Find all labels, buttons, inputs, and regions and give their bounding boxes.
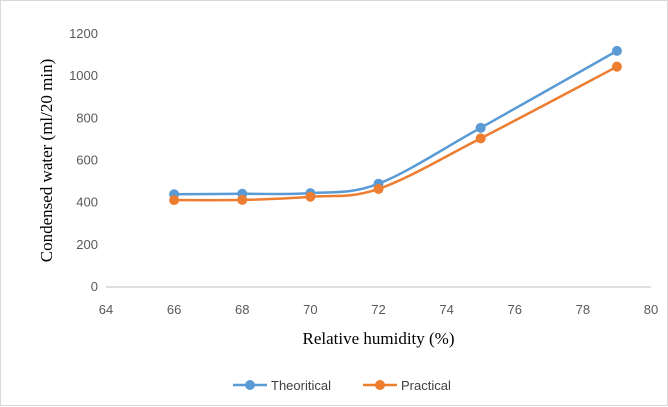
legend-item-practical: Practical bbox=[363, 378, 451, 393]
data-point-theoritical bbox=[475, 122, 486, 133]
data-point-theoritical bbox=[611, 45, 622, 56]
y-tick-label: 1000 bbox=[69, 68, 98, 83]
x-tick-label: 80 bbox=[644, 302, 658, 317]
legend-marker-theoritical bbox=[245, 380, 255, 390]
series-practical bbox=[169, 61, 622, 206]
data-point-practical bbox=[611, 61, 622, 72]
data-point-practical bbox=[237, 194, 248, 205]
series-line-theoritical bbox=[174, 49, 618, 196]
y-tick-label: 1200 bbox=[69, 26, 98, 41]
x-tick-label: 74 bbox=[439, 302, 453, 317]
legend-item-theoritical: Theoritical bbox=[233, 378, 331, 393]
y-tick-label: 200 bbox=[76, 237, 98, 252]
data-point-practical bbox=[373, 183, 384, 194]
series-line-practical bbox=[174, 65, 618, 202]
y-tick-label: 400 bbox=[76, 195, 98, 210]
y-axis-title: Condensed water (ml/20 min) bbox=[37, 59, 56, 263]
data-point-practical bbox=[169, 195, 180, 206]
x-tick-label: 64 bbox=[99, 302, 113, 317]
x-tick-label: 70 bbox=[303, 302, 317, 317]
legend-label-theoritical: Theoritical bbox=[271, 378, 331, 393]
x-tick-label: 76 bbox=[508, 302, 522, 317]
y-tick-label: 600 bbox=[76, 153, 98, 168]
legend: Theoritical Practical bbox=[233, 378, 451, 393]
x-tick-label: 72 bbox=[371, 302, 385, 317]
axes: 0 200 400 600 800 1000 1200 64 66 68 70 72 74 76 78 80 bbox=[69, 26, 658, 317]
data-point-practical bbox=[305, 191, 316, 202]
x-tick-label: 78 bbox=[576, 302, 590, 317]
series-layer bbox=[169, 45, 622, 206]
legend-marker-practical bbox=[375, 380, 385, 390]
x-tick-label: 66 bbox=[167, 302, 181, 317]
x-axis-title: Relative humidity (%) bbox=[302, 329, 454, 348]
data-point-practical bbox=[475, 133, 486, 144]
y-tick-label: 0 bbox=[91, 279, 98, 294]
x-tick-label: 68 bbox=[235, 302, 249, 317]
y-tick-label: 800 bbox=[76, 110, 98, 125]
legend-label-practical: Practical bbox=[401, 378, 451, 393]
series-theoritical bbox=[169, 45, 622, 200]
